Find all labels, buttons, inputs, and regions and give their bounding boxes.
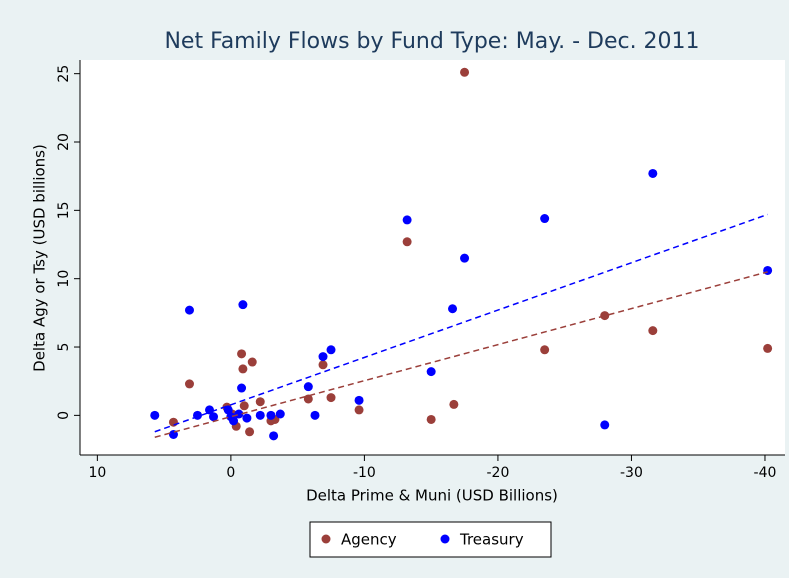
legend-label: Agency bbox=[341, 531, 397, 549]
point bbox=[234, 409, 244, 419]
point bbox=[255, 410, 265, 420]
point bbox=[318, 360, 328, 370]
point bbox=[303, 394, 313, 404]
point bbox=[150, 410, 160, 420]
point bbox=[238, 364, 248, 374]
y-tick-label: 5 bbox=[56, 343, 72, 352]
fit-line bbox=[154, 213, 768, 433]
point bbox=[648, 168, 658, 178]
point bbox=[402, 237, 412, 247]
y-tick-label: 20 bbox=[56, 133, 72, 151]
point bbox=[354, 395, 364, 405]
x-tick-label: -40 bbox=[754, 465, 777, 481]
x-axis-label: Delta Prime & Muni (USD Billions) bbox=[306, 487, 558, 505]
point bbox=[226, 412, 236, 422]
point bbox=[239, 401, 249, 411]
x-tick-label: 0 bbox=[226, 465, 235, 481]
point bbox=[449, 399, 459, 409]
point bbox=[426, 367, 436, 377]
x-tick-label: 10 bbox=[88, 465, 106, 481]
point bbox=[540, 214, 550, 224]
y-axis-label: Delta Agy or Tsy (USD billions) bbox=[31, 144, 49, 372]
point bbox=[247, 357, 257, 367]
point bbox=[209, 412, 219, 422]
point bbox=[318, 352, 328, 362]
point bbox=[242, 413, 252, 423]
x-tick-label: -30 bbox=[620, 465, 643, 481]
point bbox=[266, 410, 276, 420]
point bbox=[184, 305, 194, 315]
point bbox=[237, 349, 247, 359]
point bbox=[426, 414, 436, 424]
x-tick-label: -10 bbox=[353, 465, 376, 481]
legend-label: Treasury bbox=[459, 531, 524, 549]
y-tick-label: 15 bbox=[56, 201, 72, 219]
y-tick-label: 0 bbox=[56, 411, 72, 420]
point bbox=[326, 393, 336, 403]
point bbox=[237, 383, 247, 393]
point bbox=[448, 304, 458, 314]
legend-marker bbox=[321, 534, 331, 544]
y-tick-label: 10 bbox=[56, 270, 72, 288]
point bbox=[354, 405, 364, 415]
x-tick-label: -20 bbox=[486, 465, 509, 481]
legend bbox=[309, 521, 552, 558]
point bbox=[540, 345, 550, 355]
chart-title: Net Family Flows by Fund Type: May. - De… bbox=[164, 29, 699, 54]
y-tick-label: 25 bbox=[56, 65, 72, 83]
point bbox=[600, 311, 610, 321]
point bbox=[238, 300, 248, 310]
point bbox=[303, 382, 313, 392]
point bbox=[763, 343, 773, 353]
point bbox=[184, 379, 194, 389]
point bbox=[255, 397, 265, 407]
fit-line bbox=[154, 271, 768, 438]
point bbox=[460, 253, 470, 263]
point bbox=[326, 345, 336, 355]
point bbox=[648, 326, 658, 336]
plot-area bbox=[80, 60, 785, 455]
point bbox=[275, 409, 285, 419]
point bbox=[245, 427, 255, 437]
point bbox=[310, 410, 320, 420]
point bbox=[763, 265, 773, 275]
point bbox=[600, 420, 610, 430]
point bbox=[269, 431, 279, 441]
point bbox=[460, 67, 470, 77]
point bbox=[168, 417, 178, 427]
legend-marker bbox=[440, 534, 450, 544]
point bbox=[223, 405, 233, 415]
point bbox=[402, 215, 412, 225]
